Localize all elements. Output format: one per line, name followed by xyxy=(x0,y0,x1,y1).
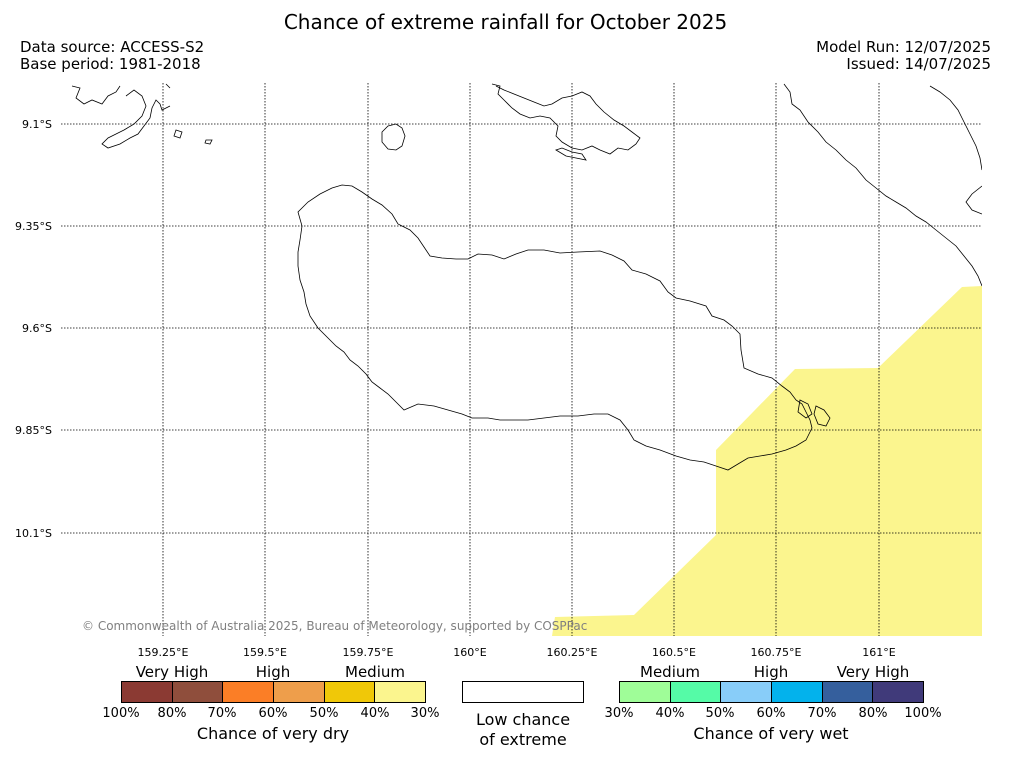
lon-tick-label: 161°E xyxy=(862,646,896,659)
low-chance-label-line1: Low chance xyxy=(475,710,571,729)
lon-tick-label: 160.5°E xyxy=(652,646,696,659)
wet-swatch-0 xyxy=(620,682,670,702)
dry-swatch-0 xyxy=(122,682,172,702)
map-title: Chance of extreme rainfall for October 2… xyxy=(283,10,728,34)
model-run-label: Model Run: 12/07/2025 xyxy=(816,38,991,56)
lon-tick-label: 160.75°E xyxy=(750,646,802,659)
dry-group-label: High xyxy=(255,663,291,681)
base-period-label: Base period: 1981-2018 xyxy=(20,55,201,73)
malaita-north-coastline xyxy=(929,85,982,171)
low-chance-label-line2: of extreme xyxy=(479,730,567,749)
malaita-east-coastline xyxy=(965,185,982,215)
nggela-islands-coastline xyxy=(491,83,641,155)
meta-left: Data source: ACCESS-S2 Base period: 1981… xyxy=(20,39,204,73)
lon-tick-label: 159.5°E xyxy=(243,646,287,659)
dry-color-bar xyxy=(121,681,426,703)
dry-swatch-1 xyxy=(171,682,223,702)
dry-tick-label: 100% xyxy=(102,706,140,721)
guadalcanal-coastline xyxy=(297,184,813,471)
wet-swatch-5 xyxy=(872,682,924,702)
wet-tick-label: 70% xyxy=(807,706,837,721)
dry-caption: Chance of very dry xyxy=(196,724,350,743)
wet-tick-label: 30% xyxy=(604,706,634,721)
wet-tick-label: 50% xyxy=(705,706,735,721)
issued-label: Issued: 14/07/2025 xyxy=(846,55,991,73)
dry-group-label: Very High xyxy=(135,663,209,681)
dry-swatch-2 xyxy=(222,682,274,702)
wet-group-label: Very High xyxy=(836,663,910,681)
wet-tick-label: 60% xyxy=(756,706,786,721)
wet-group-label: Medium xyxy=(640,663,700,681)
lon-tick-label: 159.75°E xyxy=(342,646,394,659)
russell-islands-coastline xyxy=(71,85,121,105)
wet-group-label: High xyxy=(753,663,789,681)
wet-swatch-4 xyxy=(821,682,873,702)
low-chance-label: Low chance of extreme xyxy=(453,710,593,750)
lat-tick-label: 9.35°S xyxy=(15,220,52,233)
dry-swatch-3 xyxy=(273,682,324,702)
dry-swatch-5 xyxy=(374,682,426,702)
small-islet-coastline-2 xyxy=(204,139,213,145)
lat-tick-label: 9.1°S xyxy=(22,118,52,131)
lon-tick-label: 160.25°E xyxy=(546,646,598,659)
nggela-coastline-2 xyxy=(555,147,587,161)
dry-tick-label: 50% xyxy=(309,706,339,721)
dry-tick-label: 30% xyxy=(410,706,440,721)
gridlines xyxy=(61,83,982,636)
marau-islets-coastline xyxy=(797,399,813,419)
very-dry-30-40-region xyxy=(552,286,982,636)
lat-tick-label: 9.6°S xyxy=(22,322,52,335)
dry-tick-label: 70% xyxy=(207,706,237,721)
dry-tick-label: 60% xyxy=(258,706,288,721)
data-source-label: Data source: ACCESS-S2 xyxy=(20,38,205,56)
dry-tick-label: 80% xyxy=(157,706,187,721)
marau-islets-coastline-2 xyxy=(813,405,831,427)
lon-tick-label: 159.25°E xyxy=(137,646,189,659)
low-chance-swatch xyxy=(462,681,584,703)
lat-tick-label: 10.1°S xyxy=(15,527,52,540)
wet-swatch-2 xyxy=(720,682,772,702)
wet-color-bar xyxy=(619,681,924,703)
lat-tick-label: 9.85°S xyxy=(15,424,52,437)
wet-tick-label: 100% xyxy=(904,706,942,721)
small-islet-coastline-3 xyxy=(165,83,171,89)
savo-coastline xyxy=(381,123,406,151)
dry-group-label: Medium xyxy=(345,663,405,681)
wet-swatch-1 xyxy=(669,682,721,702)
russell-islands-coastline-2 xyxy=(101,89,171,149)
small-islet-coastline xyxy=(173,129,183,139)
wet-tick-label: 80% xyxy=(858,706,888,721)
meta-right: Model Run: 12/07/2025 Issued: 14/07/2025 xyxy=(816,39,991,73)
coastline xyxy=(71,83,982,471)
copyright-notice: © Commonwealth of Australia 2025, Bureau… xyxy=(82,619,588,633)
wet-swatch-3 xyxy=(771,682,822,702)
wet-tick-label: 40% xyxy=(655,706,685,721)
dry-swatch-4 xyxy=(323,682,375,702)
dry-tick-label: 40% xyxy=(360,706,390,721)
malaita-coastline xyxy=(783,83,982,287)
lon-tick-label: 160°E xyxy=(453,646,487,659)
wet-caption: Chance of very wet xyxy=(693,724,849,743)
